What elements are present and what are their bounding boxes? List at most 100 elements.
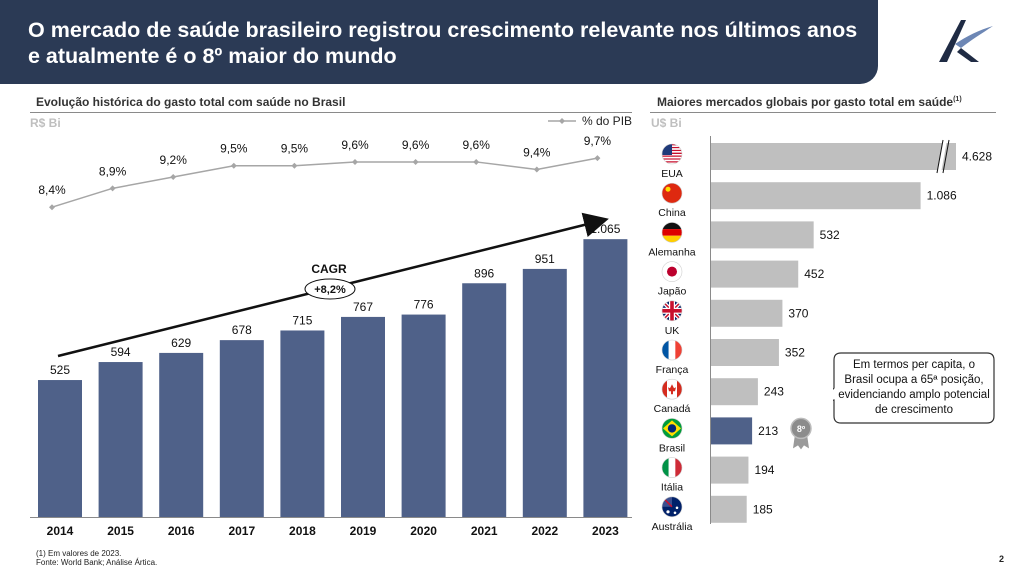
axis-break-line — [942, 139, 950, 174]
page-title: O mercado de saúde brasileiro registrou … — [28, 18, 858, 68]
bar-value-label: 452 — [804, 267, 824, 281]
bar-value-label: 1.086 — [927, 189, 957, 203]
x-tick-label: 2022 — [531, 524, 558, 538]
pib-point — [230, 162, 237, 169]
pib-point — [473, 158, 480, 165]
pib-point — [594, 155, 601, 162]
pib-value-label: 9,5% — [220, 142, 248, 156]
flag-França-icon — [661, 339, 683, 361]
legend: % do PIB — [548, 114, 632, 128]
bar-value-label: 715 — [292, 313, 312, 327]
bar-Alemanha — [711, 221, 814, 249]
flag-Austrália-icon — [661, 496, 683, 518]
country-label: Alemanha — [648, 246, 695, 258]
flag-EUA-icon — [661, 143, 683, 165]
bar-EUA — [711, 143, 956, 170]
country-label: França — [656, 364, 689, 376]
legend-label: % do PIB — [582, 114, 633, 128]
right-unit-label: U$ Bi — [651, 116, 682, 130]
country-label: Japão — [658, 286, 687, 298]
bar-2019 — [341, 316, 385, 517]
bar-value-label: 243 — [764, 385, 784, 399]
x-tick-label: 2017 — [228, 524, 255, 538]
country-label: China — [658, 207, 686, 219]
bar-value-label: 213 — [758, 424, 778, 438]
flag-Alemanha-icon — [661, 222, 683, 243]
bar-value-label: 767 — [353, 300, 373, 314]
pib-point — [291, 162, 298, 169]
x-tick-label: 2020 — [410, 524, 437, 538]
bar-China — [711, 182, 921, 210]
pib-point — [352, 158, 358, 165]
bar-2017 — [219, 340, 264, 517]
flag-Canadá-icon — [661, 378, 683, 400]
bar-2015 — [98, 362, 143, 517]
bar-value-label: 194 — [754, 463, 774, 477]
bar-2016 — [159, 352, 204, 517]
x-tick-label: 2018 — [289, 524, 316, 538]
pib-point — [412, 158, 419, 165]
axis-break-gap — [937, 139, 947, 174]
country-label: Brasil — [659, 442, 685, 454]
bar-Canadá — [711, 378, 758, 406]
x-tick-label: 2014 — [47, 524, 74, 538]
country-label: Canadá — [654, 403, 691, 415]
bar-value-label: 678 — [232, 323, 252, 337]
rank-badge-icon — [790, 417, 812, 440]
x-tick-label: 2023 — [592, 524, 619, 538]
pib-value-label: 9,6% — [341, 138, 369, 152]
x-tick-label: 2016 — [168, 524, 195, 538]
bar-value-label: 370 — [788, 306, 808, 320]
axis-break-line — [936, 139, 944, 174]
artica-logo-icon — [939, 20, 993, 62]
bar-value-label: 352 — [785, 346, 805, 360]
bar-Austrália — [711, 495, 747, 523]
bar-value-label: 951 — [535, 252, 555, 266]
bar-value-label: 525 — [50, 363, 70, 377]
bar-2023 — [583, 239, 628, 517]
bar-value-label: 594 — [111, 345, 131, 359]
callout-text: Em termos per capita, o Brasil ocupa a 6… — [838, 359, 990, 416]
x-tick-label: 2015 — [107, 524, 134, 538]
header-banner: O mercado de saúde brasileiro registrou … — [0, 0, 878, 84]
bar-Itália — [711, 456, 749, 484]
right-chart-title: Maiores mercados globais por gasto total… — [657, 95, 962, 109]
page-number: 2 — [999, 554, 1005, 564]
bar-2014 — [38, 380, 82, 517]
pib-point — [533, 166, 540, 173]
callout-bubble — [833, 352, 995, 424]
cagr-value: +8,2% — [314, 284, 346, 296]
pib-value-label: 8,4% — [38, 183, 66, 197]
bar-value-label: 629 — [171, 336, 191, 350]
pib-value-label: 9,6% — [463, 138, 491, 152]
country-label: Itália — [661, 482, 683, 494]
bar-UK — [711, 299, 783, 327]
left-chart-title: Evolução histórica do gasto total com sa… — [36, 95, 346, 109]
bar-Japão — [711, 260, 799, 288]
bar-value-label: 896 — [474, 266, 494, 280]
pib-value-label: 9,4% — [523, 145, 551, 159]
bar-2020 — [401, 314, 446, 517]
pib-point — [49, 204, 55, 211]
right-chart-title-sup: (1) — [953, 96, 962, 103]
legend-line-marker — [548, 118, 576, 124]
bar-2018 — [280, 330, 325, 517]
bar-value-label: 532 — [820, 228, 840, 242]
x-tick-label: 2021 — [471, 524, 498, 538]
flag-Itália-icon — [661, 457, 683, 478]
pib-value-label: 9,7% — [584, 134, 612, 148]
flag-UK-icon — [661, 300, 683, 322]
cagr-badge — [304, 278, 356, 300]
x-tick-label: 2019 — [350, 524, 377, 538]
pib-point — [170, 174, 177, 181]
pib-point — [109, 185, 116, 192]
flag-China-icon — [661, 182, 683, 204]
bar-value-label: 1.065 — [590, 222, 620, 236]
bar-value-label: 185 — [753, 502, 773, 516]
footnote: (1) Em valores de 2023. — [36, 549, 122, 558]
pib-value-label: 9,5% — [281, 142, 309, 156]
country-label: EUA — [661, 168, 683, 180]
cagr-label: CAGR — [311, 262, 347, 276]
